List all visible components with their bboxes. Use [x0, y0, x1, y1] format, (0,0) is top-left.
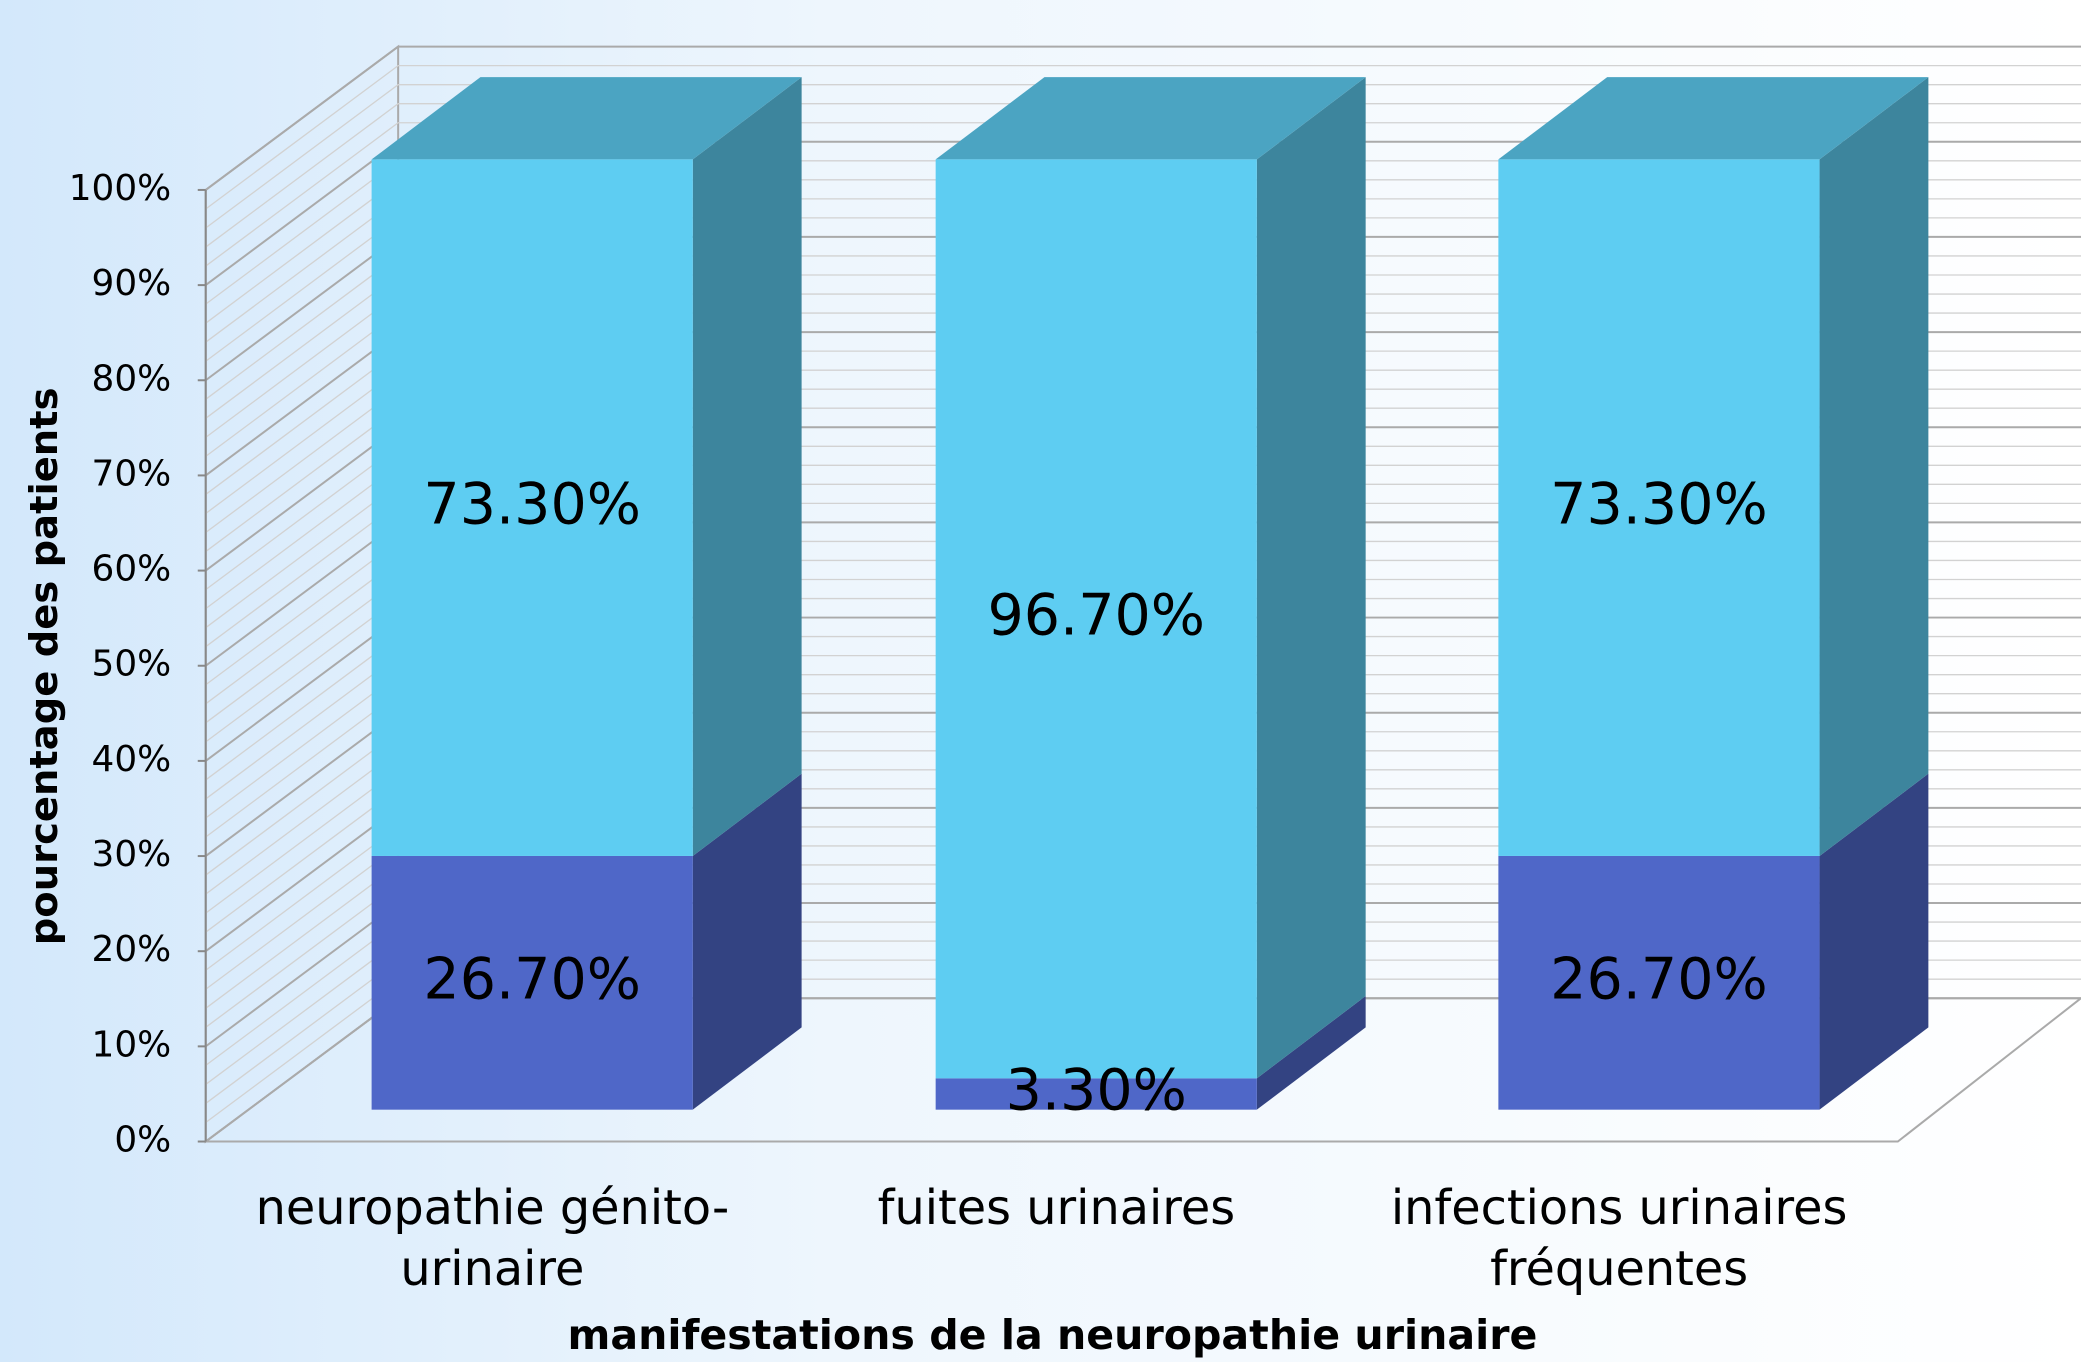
x-tick-label: neuropathie génito-urinaire — [255, 1181, 730, 1297]
y-tick-label: 80% — [92, 358, 172, 399]
bar-segment — [935, 159, 1257, 1079]
y-tick-label: 0% — [114, 1120, 171, 1161]
minor-grid-line — [205, 103, 2081, 248]
y-tick-label: 10% — [92, 1024, 172, 1065]
x-axis-label: manifestations de la neuropathie urinair… — [567, 1311, 1537, 1359]
value-label: 26.70% — [423, 946, 641, 1012]
bar-segment — [1498, 855, 1820, 1110]
y-axis-label: pourcentage des patients — [22, 388, 67, 946]
y-tick-label: 50% — [92, 644, 172, 685]
bar-side — [1256, 77, 1366, 1079]
bar-side — [1819, 77, 1929, 856]
value-label: 73.30% — [423, 471, 641, 537]
bar-top — [371, 77, 802, 160]
bar-segment — [371, 159, 693, 856]
value-label: 96.70% — [987, 582, 1205, 648]
value-label: 73.30% — [1550, 471, 1768, 537]
bar-side — [1256, 996, 1366, 1110]
y-tick-label: 30% — [92, 834, 172, 875]
x-tick-label: fuites urinaires — [877, 1181, 1236, 1236]
bar-segment — [935, 1078, 1257, 1110]
minor-grid-line — [205, 84, 2081, 229]
y-tick-label: 60% — [92, 549, 172, 590]
y-tick-label: 20% — [92, 929, 172, 970]
x-tick-label-box: infections urinaires fréquentes — [1390, 1181, 1848, 1297]
minor-grid-line — [205, 64, 2081, 210]
value-label: 3.30% — [1006, 1058, 1187, 1124]
bar-top — [1498, 77, 1929, 160]
bar-top — [935, 77, 1366, 160]
y-tick-label: 90% — [92, 263, 172, 304]
x-tick-label-box: neuropathie génito-urinaire — [255, 1181, 730, 1297]
bar-side — [692, 77, 802, 856]
minor-grid-line — [205, 122, 2081, 267]
bar-segment — [1498, 159, 1820, 856]
value-label: 26.70% — [1550, 946, 1768, 1012]
y-tick-label: 70% — [92, 453, 172, 494]
y-tick-label: 100% — [69, 168, 171, 209]
bar-side — [692, 773, 802, 1110]
bar-side — [1819, 773, 1929, 1110]
y-tick-label: 40% — [92, 739, 172, 780]
x-tick-label: infections urinaires fréquentes — [1390, 1181, 1848, 1297]
grid-line — [205, 45, 2081, 191]
x-tick-label-box: fuites urinaires — [877, 1181, 1236, 1236]
bar-segment — [371, 855, 693, 1110]
